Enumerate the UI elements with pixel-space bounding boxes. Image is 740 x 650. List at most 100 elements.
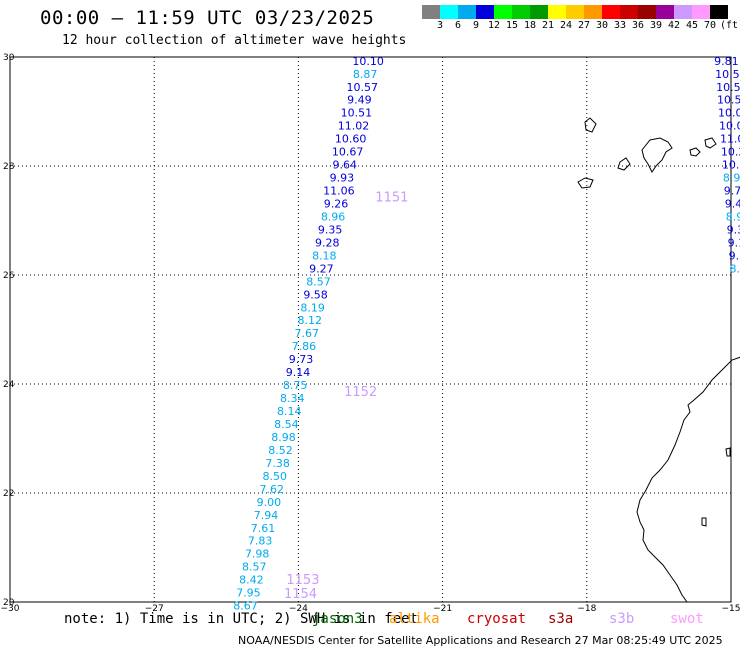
color-swatch — [710, 5, 728, 19]
pass-time-label: 1152 — [344, 385, 377, 400]
wave-height-label: 7.38 — [265, 457, 290, 470]
wave-height-label: 9.14 — [286, 366, 311, 379]
wave-height-label: 9.7 — [724, 185, 740, 198]
lon-tick-label: −27 — [145, 604, 164, 614]
wave-height-label: 8.57 — [242, 561, 267, 574]
island — [577, 177, 594, 189]
color-scale-tick: 27 — [577, 20, 591, 31]
lon-tick-label: −21 — [433, 604, 452, 614]
wave-height-label: 7.62 — [260, 483, 285, 496]
color-scale-bar — [422, 5, 728, 19]
wave-height-label: 7.95 — [236, 587, 261, 600]
wave-height-label: 8.18 — [312, 249, 337, 262]
color-scale-tick: 36 — [631, 20, 645, 31]
lon-tick-label: −30 — [1, 604, 20, 614]
color-swatch — [422, 5, 440, 19]
color-swatch — [692, 5, 710, 19]
wave-height-label: 10.57 — [715, 68, 740, 81]
wave-height-label: 9.73 — [289, 353, 314, 366]
wave-height-label: 10.10 — [352, 55, 384, 68]
color-scale-tick: 9 — [472, 20, 480, 31]
wave-height-label: 8.75 — [283, 379, 308, 392]
color-scale-tick: 6 — [454, 20, 462, 31]
wave-height-label: 10.0 — [719, 120, 740, 133]
wave-height-label: 8.52 — [268, 444, 293, 457]
wave-height-label: 8.50 — [262, 470, 287, 483]
wave-height-label: 7.94 — [254, 509, 279, 522]
map-frame — [9, 56, 732, 603]
island — [704, 137, 717, 149]
color-swatch — [602, 5, 620, 19]
lon-tick-label: −18 — [577, 604, 596, 614]
lon-tick-label: −15 — [722, 604, 740, 614]
wave-height-label: 8.14 — [277, 405, 302, 418]
wave-height-label: 7.98 — [245, 548, 270, 561]
island — [725, 447, 731, 457]
lat-tick-label: 24 — [3, 380, 15, 390]
wave-height-label: 10.60 — [335, 133, 367, 146]
color-swatch — [548, 5, 566, 19]
wave-height-label: 8.7 — [730, 262, 740, 275]
color-swatch — [476, 5, 494, 19]
wave-height-label: 8.19 — [300, 301, 325, 314]
color-swatch — [638, 5, 656, 19]
wave-height-label: 10.57 — [347, 81, 379, 94]
wave-height-label: 10.56 — [717, 94, 740, 107]
color-swatch — [530, 5, 548, 19]
legend-entry-swot: swot — [670, 611, 704, 627]
lat-tick-label: 28 — [3, 162, 15, 172]
color-scale-tick: 70 — [703, 20, 717, 31]
page-title: 00:00 – 11:59 UTC 03/23/2025 — [40, 7, 375, 29]
lat-tick-label: 30 — [3, 53, 15, 63]
color-scale-tick: 33 — [613, 20, 627, 31]
wave-height-label: 9.2 — [729, 249, 740, 262]
island — [689, 147, 701, 157]
wave-height-label: 8.9 — [723, 172, 740, 185]
color-scale-tick: 42 — [667, 20, 681, 31]
wave-height-label: 9.00 — [257, 496, 282, 509]
color-swatch — [494, 5, 512, 19]
island — [701, 517, 707, 527]
color-swatch — [620, 5, 638, 19]
wave-height-label: 9.28 — [315, 236, 340, 249]
wave-height-label: 9.3 — [727, 223, 740, 236]
color-scale-tick: 30 — [595, 20, 609, 31]
wave-height-label: 9.49 — [347, 94, 372, 107]
color-swatch — [458, 5, 476, 19]
wave-height-label: 9.64 — [333, 159, 358, 172]
island — [584, 117, 597, 133]
legend-entry-cryosat: cryosat — [467, 611, 527, 627]
lon-tick-label: −24 — [289, 604, 308, 614]
wave-height-label: 9.58 — [303, 288, 328, 301]
island — [641, 137, 673, 173]
color-swatch — [566, 5, 584, 19]
color-scale-tick: 45 — [685, 20, 699, 31]
wave-height-label: 8.57 — [306, 275, 331, 288]
color-scale-tick: 21 — [541, 20, 555, 31]
wave-height-label: 9.93 — [330, 172, 355, 185]
pass-time-label: 1153 — [286, 573, 319, 588]
wave-height-label: 9.35 — [318, 223, 343, 236]
island — [617, 157, 631, 171]
page-subtitle: 12 hour collection of altimeter wave hei… — [62, 33, 407, 48]
wave-height-label: 8.9 — [726, 210, 740, 223]
wave-height-label: 7.61 — [251, 522, 276, 535]
wave-height-label: 8.54 — [274, 418, 299, 431]
wave-height-label: 7.86 — [292, 340, 317, 353]
wave-height-label: 8.96 — [321, 210, 346, 223]
color-scale-tick: 18 — [523, 20, 537, 31]
wave-height-label: 11.06 — [323, 185, 355, 198]
lat-tick-label: 20 — [3, 598, 15, 608]
legend-entry-jason3: jason3 — [312, 611, 363, 627]
color-swatch — [674, 5, 692, 19]
color-swatch — [656, 5, 674, 19]
lat-tick-label: 26 — [3, 271, 15, 281]
pass-time-label: 1154 — [284, 587, 317, 602]
wave-height-label: 9.81 — [714, 55, 739, 68]
color-scale-tick: 3 — [436, 20, 444, 31]
wave-height-label: 11.02 — [338, 120, 370, 133]
legend-entry-s3b: s3b — [609, 611, 635, 627]
wave-height-label: 8.34 — [280, 392, 305, 405]
color-scale-tick: 15 — [505, 20, 519, 31]
